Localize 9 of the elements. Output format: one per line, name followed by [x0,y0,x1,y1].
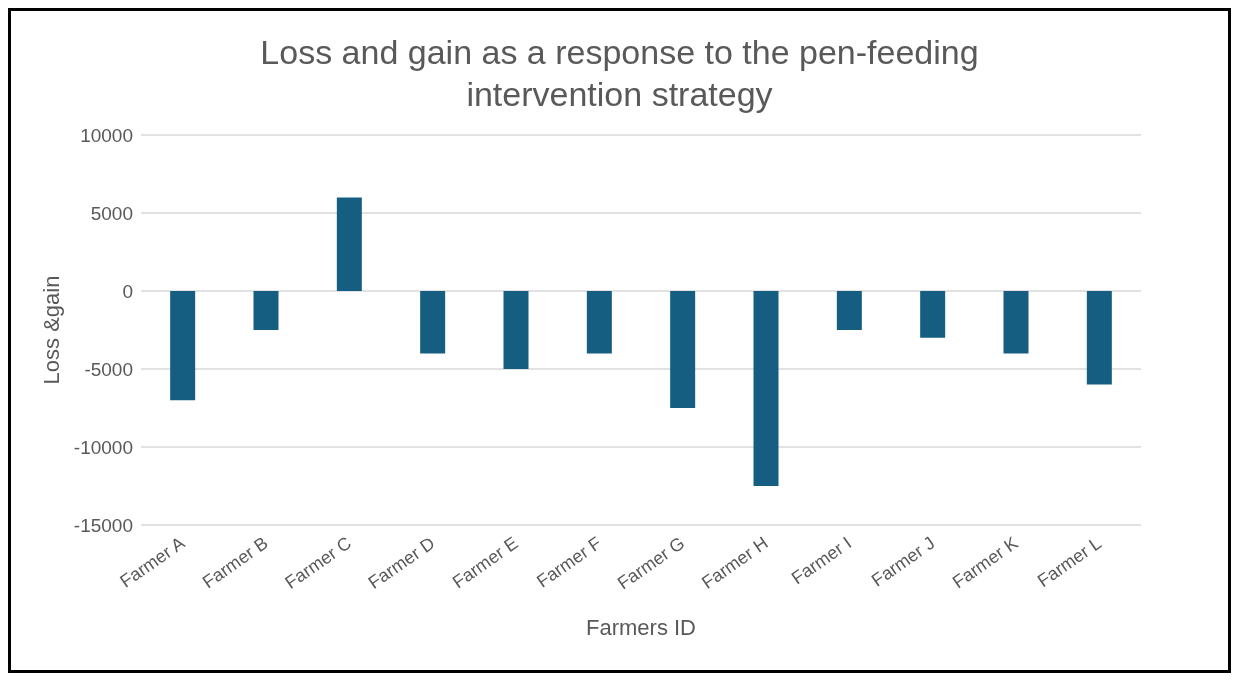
chart-title: Loss and gain as a response to the pen-feeding intervention strategy [259,32,980,115]
y-tick-label: 10000 [80,124,133,146]
y-tick-label: -15000 [73,514,133,536]
y-tick-label: 0 [122,280,133,302]
x-axis-title: Farmers ID [586,615,696,640]
y-tick-label: 5000 [90,202,133,224]
y-axis-title: Loss &gain [38,275,64,385]
y-tick-label: -5000 [84,358,133,380]
y-tick-label: -10000 [73,436,133,458]
